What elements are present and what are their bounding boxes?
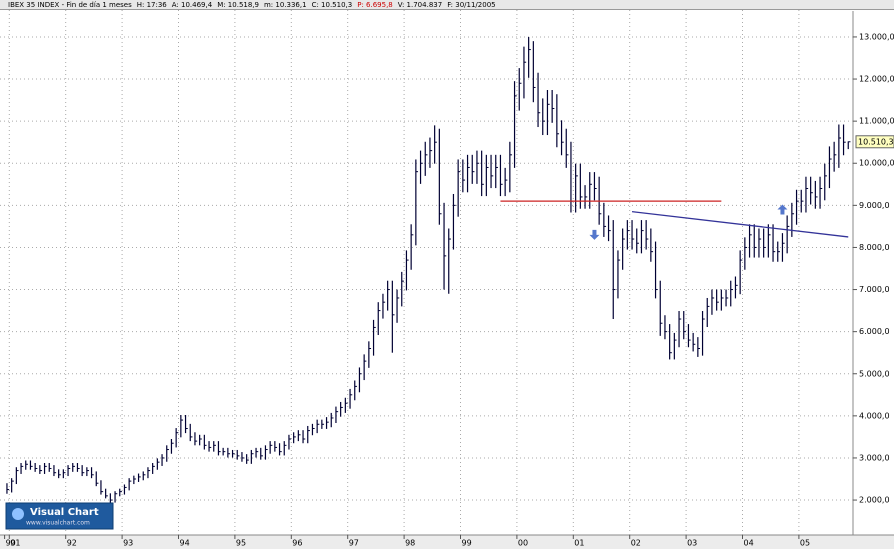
last-price-label: 10.510,3 xyxy=(858,137,894,146)
header-field: P: 6.695,8 xyxy=(357,1,393,9)
x-tick-label: 91 xyxy=(10,539,20,548)
y-tick-label: 5.000,0 xyxy=(859,369,890,378)
y-tick-label: 8.000,0 xyxy=(859,243,890,252)
x-tick-label: 93 xyxy=(123,539,133,548)
y-tick-label: 4.000,0 xyxy=(859,411,890,420)
header-field: m: 10.336,1 xyxy=(263,1,307,9)
y-tick-label: 11.000,0 xyxy=(859,117,894,126)
header-field: V: 1.704.837 xyxy=(397,1,443,9)
logo-title: Visual Chart xyxy=(30,507,99,518)
x-tick-label: 92 xyxy=(67,539,77,548)
header-field: A: 10.469,4 xyxy=(171,1,213,9)
y-tick-label: 6.000,0 xyxy=(859,327,890,336)
x-tick-label: 03 xyxy=(687,539,697,548)
header-field: F: 30/11/2005 xyxy=(447,1,496,9)
y-tick-label: 12.000,0 xyxy=(859,75,894,84)
y-tick-label: 2.000,0 xyxy=(859,496,890,505)
x-tick-label: 94 xyxy=(180,539,190,548)
header-bar: IBEX 35 INDEX - Fin de día 1 meses H: 17:… xyxy=(0,0,894,10)
x-tick-label: 04 xyxy=(744,539,754,548)
last-price-box xyxy=(855,135,894,149)
y-tick-label: 13.000,0 xyxy=(859,32,894,41)
x-axis-strip xyxy=(0,535,894,549)
x-tick-label: 01 xyxy=(574,539,584,548)
x-tick-label: 05 xyxy=(800,539,810,548)
header-field: IBEX 35 INDEX - Fin de día 1 meses xyxy=(8,1,132,9)
logo: Visual Chart www.visualchart.com xyxy=(5,502,114,530)
header-field: M: 10.518,9 xyxy=(217,1,259,9)
logo-box xyxy=(5,502,114,530)
x-tick-label: 90 xyxy=(6,539,16,548)
x-tick-label: 97 xyxy=(349,539,359,548)
x-tick-label: 96 xyxy=(292,539,302,548)
logo-url: www.visualchart.com xyxy=(26,520,90,527)
x-tick-label: 95 xyxy=(236,539,246,548)
header-field: C: 10.510,3 xyxy=(311,1,353,9)
y-tick-label: 9.000,0 xyxy=(859,201,890,210)
header-field: H: 17:36 xyxy=(136,1,167,9)
x-tick-label: 02 xyxy=(631,539,641,548)
y-tick-label: 10.000,0 xyxy=(859,159,894,168)
x-tick-label: 00 xyxy=(518,539,528,548)
y-tick-label: 3.000,0 xyxy=(859,453,890,462)
trend-line xyxy=(631,211,849,238)
arrow xyxy=(589,229,600,240)
x-tick-label: 99 xyxy=(462,539,472,548)
y-tick-label: 7.000,0 xyxy=(859,285,890,294)
bars xyxy=(6,36,851,503)
logo-icon xyxy=(12,508,24,520)
x-tick-label: 98 xyxy=(405,539,415,548)
arrow xyxy=(777,204,788,215)
